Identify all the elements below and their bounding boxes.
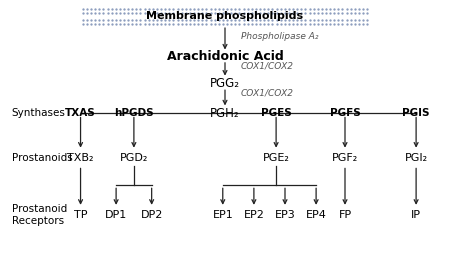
Text: PGE₂: PGE₂ xyxy=(263,153,289,163)
Text: PGG₂: PGG₂ xyxy=(210,77,240,90)
Text: FP: FP xyxy=(338,210,351,220)
Text: hPGDS: hPGDS xyxy=(114,108,154,118)
Text: PGES: PGES xyxy=(261,108,292,118)
Text: DP1: DP1 xyxy=(105,210,127,220)
Text: EP3: EP3 xyxy=(274,210,295,220)
Text: TXAS: TXAS xyxy=(65,108,96,118)
Text: PGIS: PGIS xyxy=(402,108,430,118)
Text: PGF₂: PGF₂ xyxy=(332,153,358,163)
Text: IP: IP xyxy=(411,210,421,220)
Text: PGD₂: PGD₂ xyxy=(120,153,148,163)
Text: Arachidonic Acid: Arachidonic Acid xyxy=(166,50,284,63)
Text: Prostanoid
Receptors: Prostanoid Receptors xyxy=(12,204,67,226)
Text: PGH₂: PGH₂ xyxy=(210,107,240,120)
Text: EP4: EP4 xyxy=(306,210,327,220)
Text: PGI₂: PGI₂ xyxy=(405,153,428,163)
Text: DP2: DP2 xyxy=(140,210,163,220)
Text: COX1/COX2: COX1/COX2 xyxy=(241,89,293,98)
Text: Synthases: Synthases xyxy=(12,108,66,118)
Text: Membrane phospholipids: Membrane phospholipids xyxy=(146,11,304,21)
Text: TXB₂: TXB₂ xyxy=(68,153,94,163)
Text: PGFS: PGFS xyxy=(329,108,360,118)
Text: Prostanoids: Prostanoids xyxy=(12,153,72,163)
Text: EP1: EP1 xyxy=(212,210,233,220)
Text: COX1/COX2: COX1/COX2 xyxy=(241,62,293,71)
Text: TP: TP xyxy=(74,210,87,220)
Text: EP2: EP2 xyxy=(243,210,264,220)
Text: Phospholipase A₂: Phospholipase A₂ xyxy=(241,32,318,41)
